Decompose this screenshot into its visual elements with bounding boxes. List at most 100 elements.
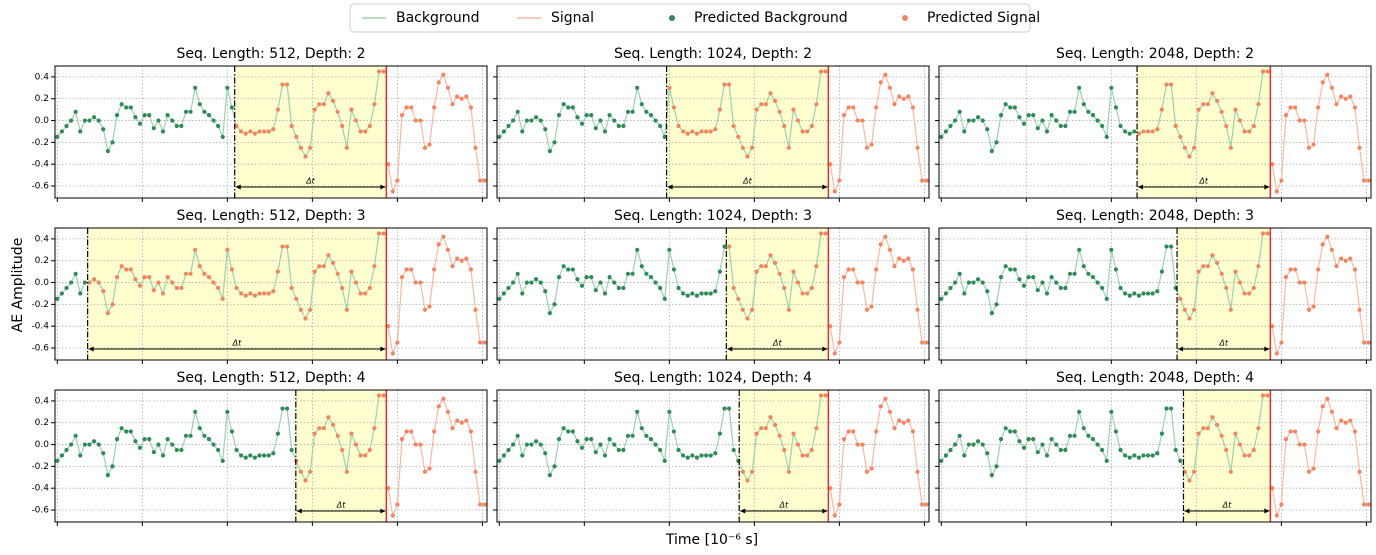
predicted-point	[1178, 134, 1183, 140]
predicted-point	[1210, 253, 1215, 258]
predicted-point	[786, 145, 791, 150]
predicted-point	[68, 280, 74, 285]
predicted-point	[367, 285, 372, 291]
arrow-head	[296, 508, 302, 514]
predicted-point	[818, 393, 824, 398]
predicted-point	[962, 453, 967, 458]
predicted-point	[105, 310, 110, 316]
predicted-point	[432, 429, 437, 434]
predicted-point	[837, 340, 842, 345]
predicted-point	[828, 324, 833, 329]
predicted-point	[1150, 291, 1155, 296]
predicted-point	[179, 285, 184, 291]
predicted-point	[174, 447, 179, 453]
panel: Δt	[935, 65, 1372, 202]
predicted-point	[1008, 105, 1013, 110]
predicted-point	[920, 340, 925, 345]
predicted-point	[1274, 189, 1279, 194]
predicted-point	[87, 118, 92, 123]
predicted-point	[147, 436, 152, 442]
predicted-point	[1100, 285, 1105, 291]
predicted-point	[436, 242, 441, 247]
predicted-point	[924, 502, 929, 507]
predicted-point	[745, 316, 750, 321]
predicted-point	[855, 280, 860, 285]
predicted-point	[399, 436, 405, 442]
predicted-point	[543, 451, 548, 456]
predicted-point	[497, 296, 502, 302]
predicted-point	[1035, 126, 1040, 131]
predicted-point	[1178, 458, 1183, 464]
predicted-point	[1040, 118, 1045, 123]
predicted-point	[510, 118, 516, 123]
predicted-point	[211, 118, 216, 123]
predicted-point	[1366, 502, 1371, 507]
predicted-point	[575, 115, 580, 120]
predicted-point	[589, 112, 594, 118]
predicted-point	[137, 445, 143, 450]
predicted-point	[349, 431, 354, 436]
predicted-point	[427, 142, 432, 147]
predicted-point	[782, 285, 787, 291]
predicted-point	[1164, 406, 1169, 411]
predicted-point	[1210, 415, 1215, 420]
predicted-point	[1329, 409, 1335, 414]
predicted-point	[312, 269, 317, 274]
predicted-point	[943, 453, 948, 458]
predicted-point	[1104, 458, 1109, 464]
predicted-point	[174, 123, 179, 129]
predicted-point	[699, 129, 704, 134]
predicted-point	[630, 109, 635, 114]
predicted-point	[1077, 85, 1082, 90]
predicted-point	[878, 404, 883, 409]
predicted-point	[409, 267, 414, 272]
predicted-point	[1219, 271, 1224, 276]
predicted-point	[441, 396, 446, 401]
predicted-point	[667, 85, 672, 90]
predicted-point	[1003, 102, 1008, 107]
predicted-point	[119, 264, 124, 269]
predicted-point	[179, 123, 184, 129]
predicted-point	[1150, 129, 1155, 134]
predicted-point	[832, 189, 837, 194]
predicted-point	[321, 102, 326, 107]
predicted-point	[731, 447, 736, 453]
predicted-point	[147, 112, 152, 118]
predicted-point	[478, 178, 483, 183]
predicted-point	[142, 112, 147, 118]
predicted-point	[754, 431, 759, 436]
predicted-point	[59, 291, 64, 296]
predicted-point	[635, 409, 640, 414]
predicted-point	[1100, 123, 1105, 129]
predicted-point	[1247, 453, 1252, 458]
predicted-point	[1279, 178, 1284, 183]
predicted-point	[722, 82, 727, 87]
predicted-point	[883, 396, 888, 401]
predicted-point	[552, 302, 557, 307]
predicted-point	[547, 310, 552, 316]
y-tick-label: 0.0	[35, 116, 50, 126]
predicted-point	[1362, 178, 1367, 183]
predicted-point	[78, 291, 83, 296]
y-tick-label: -0.2	[31, 138, 49, 148]
predicted-point	[1311, 466, 1316, 471]
predicted-point	[239, 453, 244, 458]
predicted-point	[1196, 107, 1201, 112]
predicted-point	[252, 293, 258, 298]
predicted-point	[1228, 145, 1233, 150]
predicted-point	[883, 72, 888, 77]
predicted-point	[772, 260, 778, 266]
predicted-point	[427, 304, 432, 309]
predicted-point	[506, 285, 511, 291]
arrow-head	[667, 184, 673, 190]
axes-frame	[938, 389, 1372, 523]
predicted-point	[625, 109, 631, 114]
predicted-point	[653, 442, 658, 447]
predicted-point	[372, 102, 377, 107]
predicted-point	[234, 285, 239, 291]
predicted-point	[1237, 118, 1243, 123]
legend-box	[349, 3, 1031, 33]
predicted-point	[225, 409, 230, 414]
predicted-point	[1159, 431, 1164, 436]
